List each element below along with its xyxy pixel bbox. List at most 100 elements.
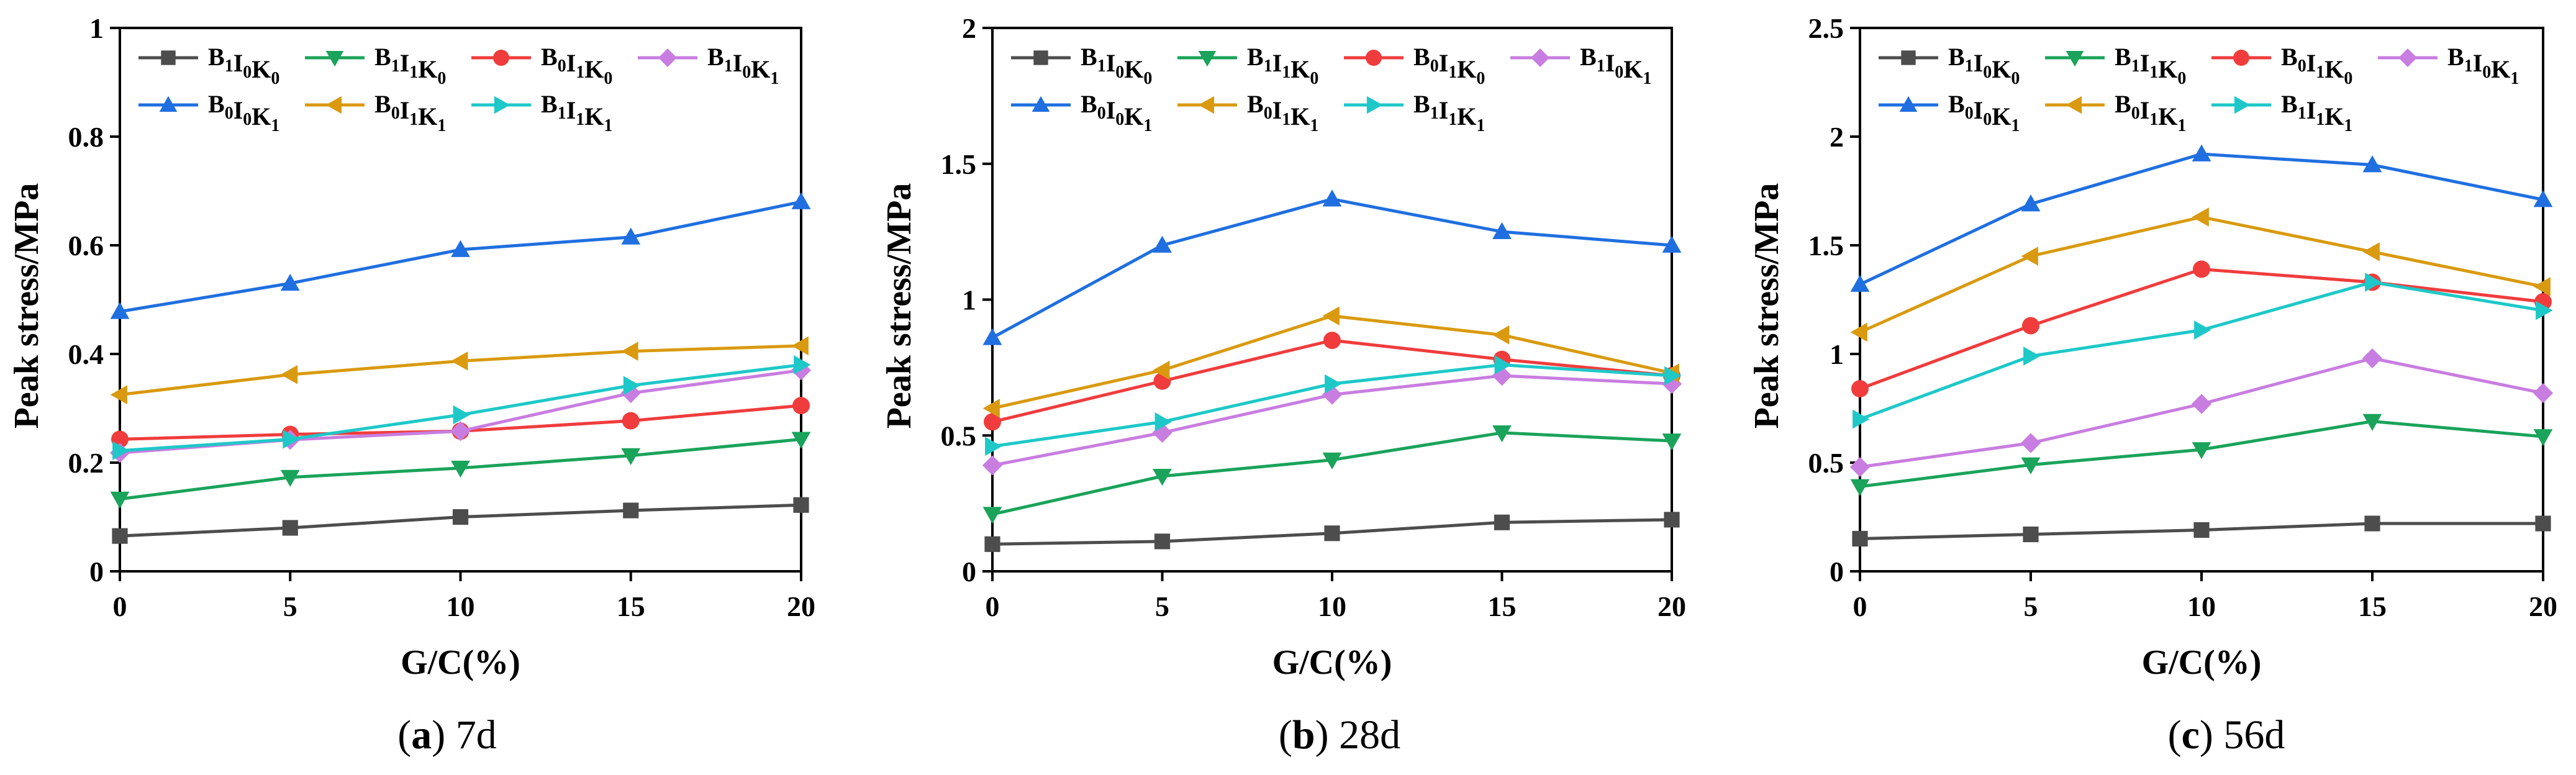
y-tick-label: 1 bbox=[89, 12, 104, 44]
data-point-B1I1K0 bbox=[451, 460, 470, 478]
data-point-B1I0K0 bbox=[452, 509, 469, 525]
data-point-B0I0K1 bbox=[1322, 189, 1342, 207]
data-point-B0I1K1 bbox=[1322, 306, 1340, 326]
data-point-B0I1K1 bbox=[1492, 325, 1510, 345]
legend-item-B1I0K1: B1I0K1 bbox=[638, 43, 779, 88]
legend-label-B0I1K1: B0I1K1 bbox=[1247, 90, 1318, 135]
data-point-B0I1K1 bbox=[2533, 277, 2551, 296]
caption-b-letter: b bbox=[1292, 712, 1315, 758]
data-point-B0I0K1 bbox=[2192, 144, 2211, 161]
data-point-B1I1K0 bbox=[2192, 442, 2211, 460]
y-tick-label: 2.5 bbox=[1808, 12, 1844, 44]
data-point-B1I1K1 bbox=[2023, 347, 2041, 366]
x-axis-title: G/C(%) bbox=[2142, 643, 2262, 682]
legend-marker-B0I0K1 bbox=[159, 96, 178, 112]
data-point-B1I1K1 bbox=[1325, 374, 1342, 394]
legend-marker-B0I0K1 bbox=[1032, 96, 1050, 112]
y-tick-label: 1.5 bbox=[1808, 230, 1844, 261]
series-B1I1K0 bbox=[982, 425, 1682, 524]
legend-marker-B1I1K1 bbox=[1366, 96, 1383, 114]
data-point-B0I1K1 bbox=[2021, 247, 2038, 266]
series-line-B0I1K1 bbox=[119, 344, 802, 397]
data-point-B0I0K1 bbox=[621, 227, 641, 245]
data-point-B0I0K1 bbox=[2533, 190, 2553, 207]
data-point-B1I1K1 bbox=[794, 355, 811, 374]
x-tick-label: 10 bbox=[447, 591, 475, 622]
series-B1I0K0 bbox=[112, 497, 809, 544]
legend-marker-B1I1K1 bbox=[494, 96, 510, 114]
data-point-B1I0K0 bbox=[2193, 522, 2210, 538]
data-point-B1I0K0 bbox=[1154, 533, 1171, 550]
caption-b: (b) 28d bbox=[1279, 712, 1400, 758]
y-tick-label: 0.5 bbox=[1808, 447, 1844, 479]
legend-label-B1I0K0: B1I0K0 bbox=[1081, 43, 1152, 88]
legend-marker-B0I1K1 bbox=[2066, 96, 2082, 114]
legend-marker-B0I1K0 bbox=[1366, 50, 1382, 66]
data-point-B0I1K1 bbox=[982, 399, 1000, 418]
legend-label-B1I0K0: B1I0K0 bbox=[1948, 43, 2020, 88]
data-point-B0I0K1 bbox=[1850, 274, 1870, 292]
x-axis-title: G/C(%) bbox=[1272, 643, 1392, 682]
x-tick-label: 5 bbox=[283, 591, 297, 622]
legend: B1I0K0 B1I1K0 B0I1K0 B1I0K1 B0I0K1 B0I1K1 B1I1… bbox=[1011, 43, 1651, 135]
data-point-B0I1K1 bbox=[621, 342, 638, 361]
data-point-B1I1K1 bbox=[2536, 301, 2553, 320]
x-axis-title: G/C(%) bbox=[401, 643, 520, 682]
data-point-B0I1K1 bbox=[451, 351, 468, 371]
y-tick-label: 0.8 bbox=[68, 121, 104, 153]
data-point-B1I0K1 bbox=[982, 455, 1003, 476]
data-point-B1I0K0 bbox=[1852, 530, 1868, 547]
legend-item-B1I0K1: B1I0K1 bbox=[1510, 43, 1651, 88]
series-B0I1K1 bbox=[982, 306, 1679, 418]
legend-label-B1I1K0: B1I1K0 bbox=[1247, 43, 1318, 88]
legend-marker-B0I1K1 bbox=[325, 96, 342, 114]
data-point-B1I1K0 bbox=[982, 507, 1002, 524]
caption-c-text: 56d bbox=[2213, 712, 2285, 758]
legend-marker-B1I1K0 bbox=[2066, 50, 2084, 67]
series-B0I1K1 bbox=[110, 336, 809, 405]
data-point-B1I0K0 bbox=[2364, 515, 2380, 532]
legend-item-B1I0K0: B1I0K0 bbox=[138, 43, 279, 88]
legend-marker-B1I1K0 bbox=[1198, 50, 1217, 67]
legend-item-B1I1K1: B1I1K1 bbox=[471, 90, 612, 135]
data-point-B1I1K1 bbox=[1853, 409, 1870, 429]
legend-label-B0I1K1: B0I1K1 bbox=[2115, 90, 2186, 135]
data-point-B1I1K0 bbox=[1153, 468, 1172, 486]
data-point-B0I1K1 bbox=[1153, 360, 1170, 380]
x-tick-label: 5 bbox=[1155, 591, 1169, 622]
data-point-B1I1K0 bbox=[2021, 457, 2041, 474]
data-point-B0I1K1 bbox=[110, 385, 127, 405]
data-point-B1I0K0 bbox=[793, 497, 809, 513]
data-point-B1I1K0 bbox=[110, 491, 130, 509]
legend-item-B1I1K1: B1I1K1 bbox=[2211, 90, 2352, 135]
legend-marker-B1I0K0 bbox=[1033, 50, 1048, 65]
legend-marker-B0I1K0 bbox=[2233, 50, 2249, 66]
legend: B1I0K0 B1I1K0 B0I1K0 B1I0K1 B0I0K1 B0I1K1 B1I1… bbox=[138, 43, 779, 135]
legend-item-B0I1K1: B0I1K1 bbox=[305, 90, 446, 135]
data-point-B0I0K1 bbox=[451, 240, 470, 257]
data-point-B1I0K0 bbox=[984, 536, 1000, 552]
data-point-B0I1K1 bbox=[2192, 207, 2209, 227]
data-point-B1I0K1 bbox=[2362, 348, 2383, 369]
data-point-B1I0K1 bbox=[2191, 394, 2212, 414]
data-point-B1I1K0 bbox=[2533, 429, 2553, 446]
legend-label-B1I0K1: B1I0K1 bbox=[2447, 43, 2519, 88]
legend-item-B0I0K1: B0I0K1 bbox=[1011, 90, 1152, 135]
caption-b-text: 28d bbox=[1329, 712, 1401, 758]
legend-item-B0I1K0: B0I1K0 bbox=[1344, 43, 1485, 88]
legend-label-B0I0K1: B0I0K1 bbox=[1081, 90, 1152, 135]
y-tick-label: 0.5 bbox=[941, 420, 977, 451]
legend-label-B1I1K1: B1I1K1 bbox=[1413, 90, 1485, 135]
data-point-B0I0K1 bbox=[2021, 194, 2041, 212]
data-point-B1I1K0 bbox=[1322, 452, 1342, 470]
data-point-B0I1K0 bbox=[622, 412, 640, 430]
caption-c-letter: c bbox=[2182, 712, 2200, 758]
legend-item-B1I1K1: B1I1K1 bbox=[1344, 90, 1485, 135]
data-point-B1I1K0 bbox=[1492, 425, 1512, 443]
legend-label-B1I1K1: B1I1K1 bbox=[2281, 90, 2352, 135]
data-point-B1I1K0 bbox=[2362, 414, 2382, 431]
y-tick-label: 1 bbox=[962, 284, 976, 316]
data-point-B0I1K1 bbox=[791, 336, 809, 356]
legend-label-B0I1K0: B0I1K0 bbox=[1413, 43, 1485, 88]
